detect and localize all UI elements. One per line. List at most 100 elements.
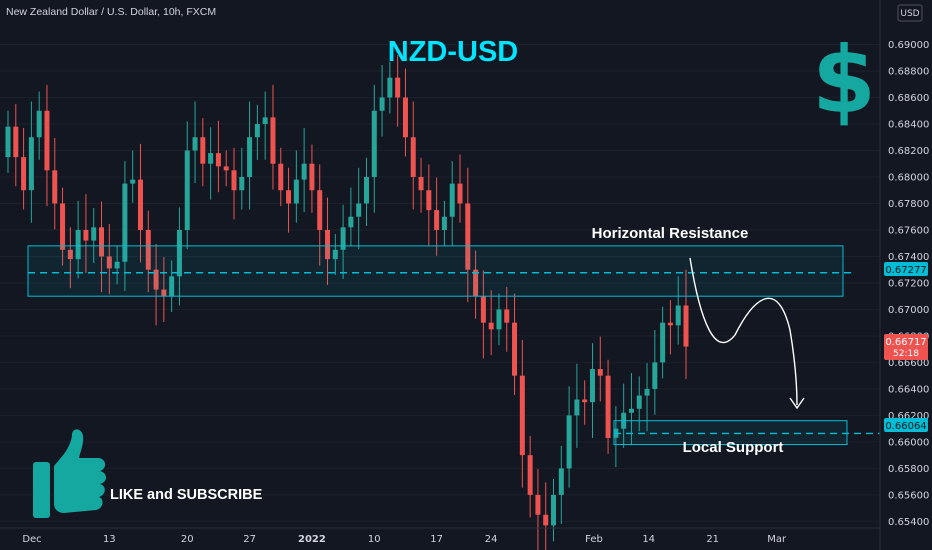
resistance-label: Horizontal Resistance [592, 225, 749, 242]
candle [434, 210, 440, 230]
candle [301, 163, 307, 180]
candle [597, 369, 603, 376]
y-tick-label: 0.65600 [888, 490, 929, 501]
svg-text:0.66064: 0.66064 [885, 421, 926, 432]
x-tick-label: 24 [485, 534, 498, 545]
y-tick-label: 0.69000 [888, 40, 929, 51]
candle [254, 123, 260, 138]
candle [488, 322, 494, 330]
candle [91, 227, 97, 241]
support-price-tag: 0.66064 [884, 418, 928, 432]
x-tick-label: Dec [22, 534, 41, 545]
x-tick-label: 13 [103, 534, 116, 545]
candle [145, 229, 151, 270]
candle [543, 514, 549, 526]
candle [317, 190, 323, 230]
candle [130, 179, 136, 184]
candle [652, 362, 658, 389]
candle [309, 163, 315, 191]
y-tick-label: 0.66400 [888, 384, 929, 395]
candle [215, 153, 221, 167]
candle [137, 179, 143, 230]
candle [44, 110, 50, 171]
candle [441, 216, 447, 230]
candle [114, 261, 120, 269]
candle [169, 276, 175, 297]
candle [387, 77, 393, 98]
cta-text[interactable]: LIKE and SUBSCRIBE [110, 487, 263, 503]
candle [504, 309, 510, 323]
candle [223, 166, 229, 171]
candle [628, 408, 634, 413]
support-label: Local Support [683, 439, 784, 456]
price-axis[interactable]: 0.69000 0.68800 0.68600 0.68400 0.68200 0.680… [888, 40, 929, 528]
currency-badge[interactable]: USD [897, 4, 923, 22]
y-tick-label: 0.67600 [888, 225, 929, 236]
candle [286, 190, 292, 204]
symbol-info: New Zealand Dollar / U.S. Dollar, 10h, F… [6, 6, 216, 18]
time-axis[interactable]: Dec 13 20 27 2022 10 17 24 Feb 14 21 Mar [22, 534, 787, 545]
candle [644, 388, 650, 396]
chart-title: NZD-USD [388, 36, 519, 68]
x-tick-label: 21 [706, 534, 719, 545]
x-tick-label: 17 [430, 534, 443, 545]
y-tick-label: 0.66000 [888, 437, 929, 448]
candle [605, 375, 611, 438]
candle [325, 229, 331, 260]
y-tick-label: 0.67400 [888, 252, 929, 263]
y-tick-label: 0.67800 [888, 199, 929, 210]
candle [270, 117, 276, 164]
candle [527, 455, 533, 495]
candle [28, 137, 34, 191]
y-tick-label: 0.68800 [888, 67, 929, 78]
candle [558, 468, 564, 495]
candle [231, 170, 237, 191]
candle [519, 375, 525, 456]
svg-text:USD: USD [900, 9, 919, 19]
svg-text:0.67277: 0.67277 [885, 265, 926, 276]
y-tick-label: 0.68000 [888, 172, 929, 183]
y-tick-label: 0.66600 [888, 358, 929, 369]
candle [332, 249, 338, 260]
candle [208, 153, 214, 164]
candle [192, 137, 198, 151]
candle [60, 203, 66, 250]
candle [247, 137, 253, 177]
candle [13, 126, 19, 158]
candle [348, 216, 354, 228]
support-zone[interactable] [613, 420, 848, 446]
x-tick-label: Mar [767, 534, 787, 545]
candle [395, 77, 401, 98]
candle [75, 229, 81, 260]
candle [574, 399, 580, 416]
candle [636, 395, 642, 409]
candle [667, 322, 673, 326]
candle [449, 183, 455, 217]
x-tick-label: 14 [642, 534, 655, 545]
y-tick-label: 0.67000 [888, 305, 929, 316]
candle [36, 110, 42, 138]
candle [262, 117, 268, 124]
y-tick-label: 0.68200 [888, 146, 929, 157]
resistance-zone[interactable] [27, 245, 844, 297]
candle [67, 249, 73, 260]
y-tick-label: 0.68600 [888, 93, 929, 104]
candle [473, 269, 479, 297]
candle [293, 179, 299, 204]
thumbs-up-icon [33, 429, 106, 518]
y-tick-label: 0.66200 [888, 411, 929, 422]
y-tick-label: 0.67200 [888, 278, 929, 289]
candle [402, 97, 408, 138]
x-tick-label: 2022 [298, 534, 326, 545]
candle [21, 157, 27, 191]
candle [200, 137, 206, 164]
x-tick-label: Feb [585, 534, 603, 545]
candle [457, 183, 463, 204]
candle [363, 176, 369, 204]
svg-text:0.66717: 0.66717 [885, 337, 926, 348]
candle [379, 97, 385, 111]
svg-text:52:18: 52:18 [893, 349, 919, 359]
candle [371, 110, 377, 177]
candle [356, 203, 362, 217]
